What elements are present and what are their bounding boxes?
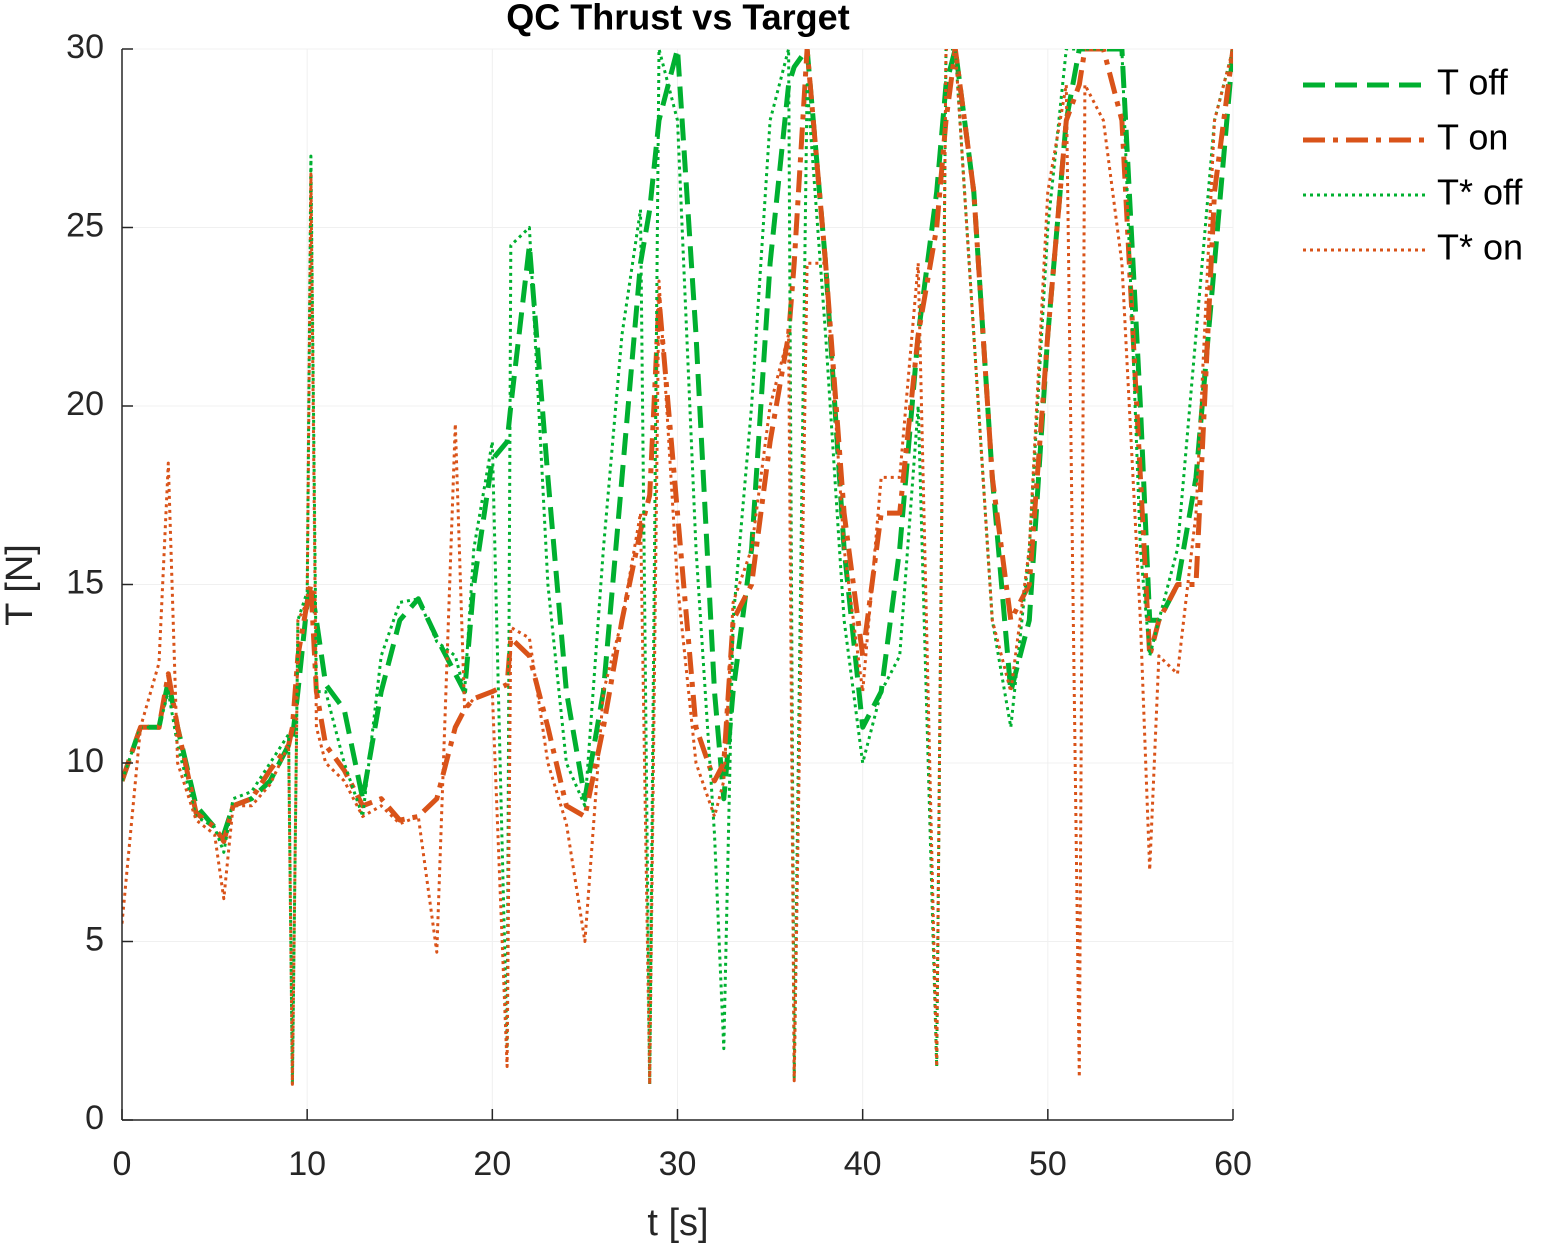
legend: T off T on T* off T* on — [1303, 62, 1523, 268]
x-tick-label: 10 — [288, 1145, 326, 1183]
y-tick-label: 30 — [66, 28, 104, 66]
chart-title: QC Thrust vs Target — [506, 0, 849, 38]
y-axis-label: T [N] — [0, 544, 41, 626]
legend-label: T on — [1437, 117, 1508, 158]
y-tick-label: 20 — [66, 385, 104, 423]
x-axis-label: t [s] — [647, 1202, 708, 1244]
grid — [121, 48, 1234, 1121]
legend-label: T* on — [1437, 227, 1523, 268]
y-tick-label: 0 — [85, 1099, 104, 1137]
x-tick-label: 50 — [1029, 1145, 1067, 1183]
y-tick-label: 5 — [85, 920, 104, 958]
y-tick-label: 15 — [66, 563, 104, 601]
x-tick-label: 20 — [473, 1145, 511, 1183]
axes: 0 10 20 30 40 50 60 0 5 10 15 20 25 30 — [66, 28, 1252, 1183]
plot-lines — [122, 49, 1233, 1086]
series-line — [122, 49, 1233, 844]
x-tick-label: 60 — [1214, 1145, 1252, 1183]
y-tick-label: 10 — [66, 742, 104, 780]
y-tick-label: 25 — [66, 206, 104, 244]
x-tick-label: 0 — [113, 1145, 132, 1183]
x-tick-label: 40 — [844, 1145, 882, 1183]
x-tick-label: 30 — [659, 1145, 697, 1183]
series-line — [122, 49, 1233, 1086]
legend-label: T* off — [1437, 172, 1523, 213]
legend-label: T off — [1437, 62, 1509, 103]
